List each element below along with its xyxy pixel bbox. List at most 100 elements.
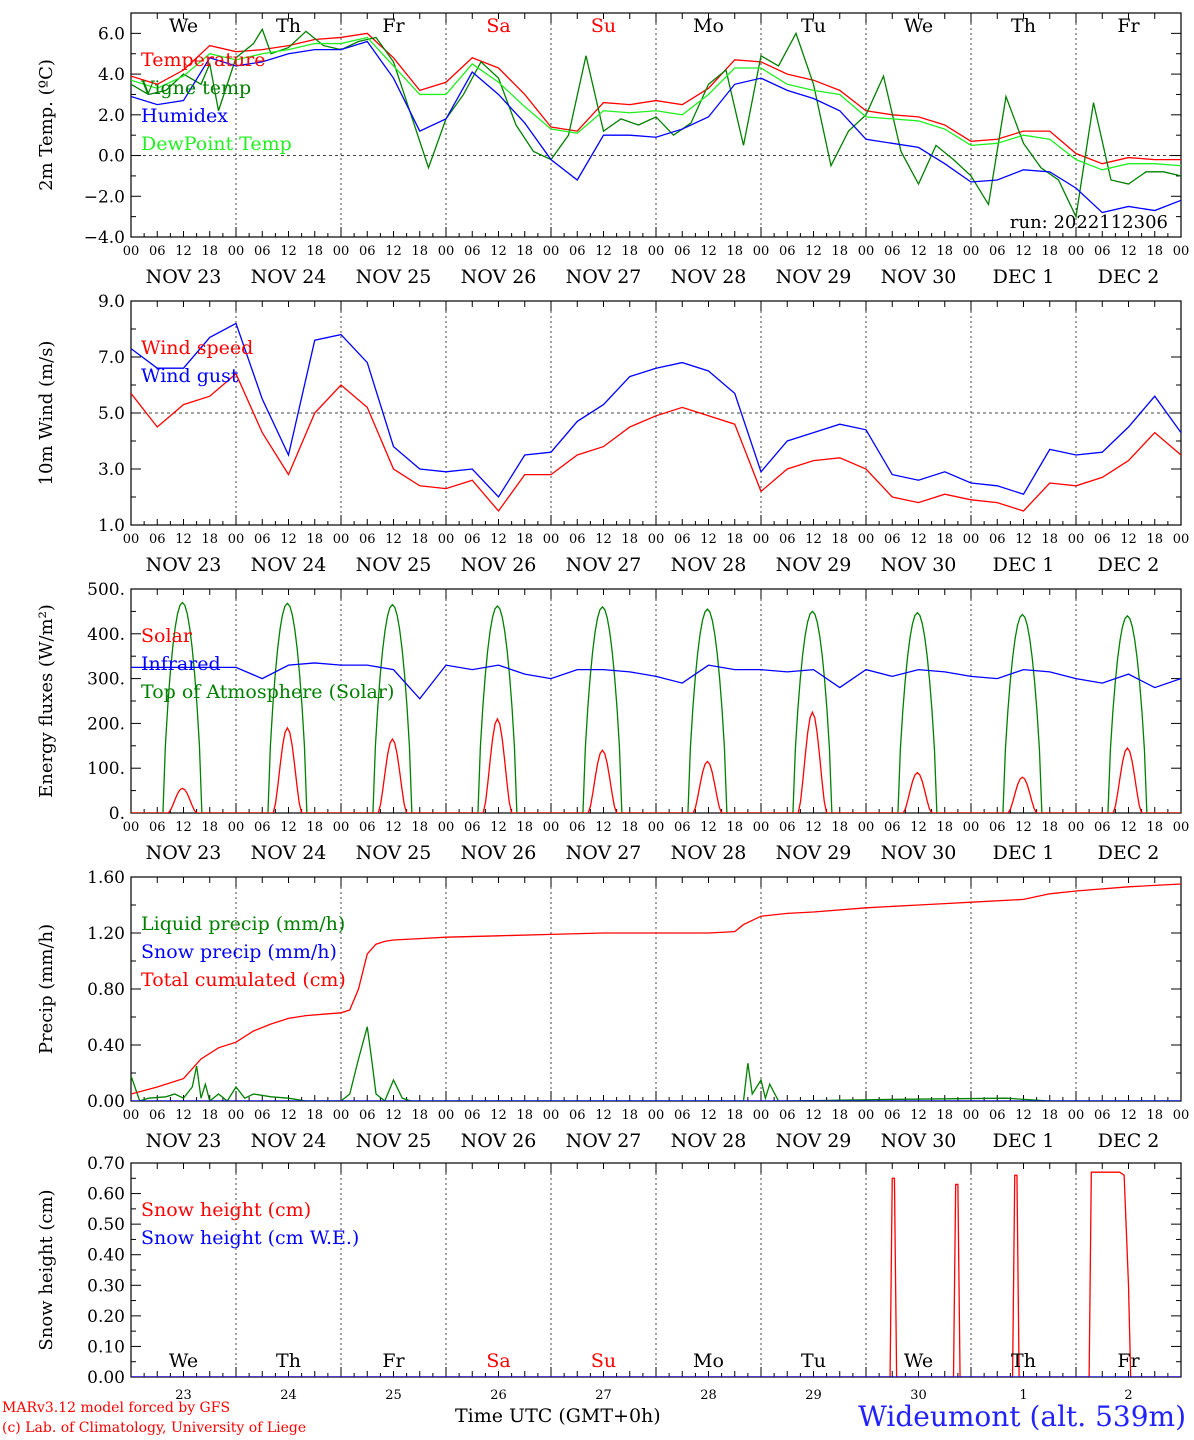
date-label: NOV 27 — [566, 554, 642, 576]
series-wind-gust — [131, 322, 1181, 499]
hour-tick-label: 12 — [385, 1108, 402, 1123]
legend-entry: Total cumulated (cm) — [141, 969, 346, 991]
hour-tick-label: 18 — [411, 820, 428, 835]
date-label: NOV 24 — [251, 554, 327, 576]
panel-3 — [130, 588, 1182, 814]
weekday-label: Su — [591, 15, 616, 37]
y-tick-label: 0.80 — [87, 980, 125, 1000]
hour-tick-label: 00 — [648, 1108, 665, 1123]
hour-tick-label: 00 — [648, 532, 665, 547]
station-name: Wideumont (alt. 539m) — [858, 1400, 1186, 1433]
day-number-label: 1 — [1019, 1388, 1027, 1400]
hour-tick-label: 18 — [306, 1108, 323, 1123]
weekday-label: Su — [591, 1350, 616, 1372]
weekday-label: We — [904, 1350, 933, 1372]
hour-tick-label: 00 — [1173, 820, 1190, 835]
legend-entry: Temperature — [141, 49, 265, 71]
hour-tick-label: 18 — [726, 244, 743, 259]
day-number-label: 24 — [280, 1388, 297, 1400]
hour-tick-label: 06 — [464, 820, 481, 835]
hour-tick-label: 06 — [989, 1108, 1006, 1123]
series-wind-speed — [131, 372, 1181, 513]
hour-tick-label: 12 — [1120, 820, 1137, 835]
hour-tick-label: 18 — [831, 820, 848, 835]
run-label: run: 2022112306 — [1010, 212, 1168, 233]
series-temperature — [131, 32, 1181, 165]
day-number-label: 30 — [910, 1388, 927, 1400]
hour-tick-label: 00 — [858, 820, 875, 835]
meteogram: 00 06 12 18 00 06 12 18 00 06 12 18 00 06 12 18 00 06 12 18… — [36, 12, 1190, 1400]
weekday-label: Fr — [382, 15, 405, 37]
hour-tick-label: 18 — [516, 244, 533, 259]
series-snow-height-cm- — [131, 1171, 1181, 1377]
hour-tick-label: 00 — [1068, 244, 1085, 259]
hour-tick-label: 06 — [149, 820, 166, 835]
hour-tick-label: 00 — [753, 820, 770, 835]
hour-tick-label: 12 — [910, 244, 927, 259]
hour-tick-label: 18 — [201, 820, 218, 835]
hour-tick-label: 06 — [149, 244, 166, 259]
hour-tick-label: 06 — [779, 244, 796, 259]
day-number-label: 28 — [700, 1388, 717, 1400]
hour-tick-label: 06 — [464, 532, 481, 547]
hour-tick-label: 00 — [963, 820, 980, 835]
date-label: NOV 24 — [251, 842, 327, 864]
hour-tick-label: 00 — [123, 820, 140, 835]
y-tick-label: 0.70 — [87, 1154, 125, 1174]
weekday-label: Th — [1011, 1350, 1036, 1372]
hour-tick-label: 12 — [1015, 244, 1032, 259]
hour-tick-label: 00 — [438, 532, 455, 547]
hour-tick-label: 00 — [333, 1108, 350, 1123]
y-tick-label: 1.20 — [87, 924, 125, 944]
hour-tick-label: 18 — [726, 820, 743, 835]
y-tick-label: 2.0 — [98, 106, 125, 126]
hour-tick-label: 06 — [254, 820, 271, 835]
hour-tick-label: 12 — [595, 820, 612, 835]
legend-entry: Wind speed — [141, 337, 253, 359]
date-label: NOV 25 — [356, 842, 432, 864]
hour-tick-label: 18 — [306, 820, 323, 835]
hour-tick-label: 06 — [1094, 1108, 1111, 1123]
date-label: NOV 28 — [671, 1130, 747, 1152]
date-label: DEC 1 — [993, 266, 1055, 288]
hour-tick-label: 18 — [621, 1108, 638, 1123]
hour-tick-label: 12 — [1120, 532, 1137, 547]
hour-tick-label: 12 — [700, 244, 717, 259]
hour-tick-label: 12 — [385, 244, 402, 259]
hour-tick-label: 00 — [753, 1108, 770, 1123]
legend-entry: Infrared — [141, 653, 221, 675]
weekday-label: Tu — [801, 15, 826, 37]
weekday-label: Th — [1011, 15, 1036, 37]
hour-tick-label: 12 — [490, 532, 507, 547]
legend-entry: Snow height (cm W.E.) — [141, 1227, 359, 1249]
y-tick-label: 300. — [87, 670, 125, 690]
hour-tick-label: 12 — [595, 1108, 612, 1123]
hour-tick-label: 18 — [411, 532, 428, 547]
weekday-label: Th — [276, 15, 301, 37]
date-label: NOV 27 — [566, 1130, 642, 1152]
series-humidex — [131, 40, 1181, 214]
date-label: DEC 2 — [1098, 266, 1160, 288]
hour-tick-label: 18 — [1041, 532, 1058, 547]
date-label: NOV 28 — [671, 842, 747, 864]
hour-tick-label: 18 — [411, 1108, 428, 1123]
hour-tick-label: 18 — [201, 1108, 218, 1123]
hour-tick-label: 00 — [228, 244, 245, 259]
hour-tick-label: 06 — [674, 532, 691, 547]
hour-tick-label: 06 — [254, 1108, 271, 1123]
panel-1 — [130, 12, 1182, 238]
hour-tick-label: 00 — [963, 1108, 980, 1123]
hour-tick-label: 18 — [1146, 244, 1163, 259]
y-tick-label: 7.0 — [98, 348, 125, 368]
hour-tick-label: 12 — [175, 820, 192, 835]
date-label: NOV 23 — [146, 266, 222, 288]
date-label: NOV 25 — [356, 1130, 432, 1152]
series-dewpoint-temp — [131, 36, 1181, 171]
weekday-label: We — [904, 15, 933, 37]
hour-tick-label: 18 — [831, 532, 848, 547]
legend-entry: Snow precip (mm/h) — [141, 941, 337, 963]
hour-tick-label: 00 — [228, 820, 245, 835]
hour-tick-label: 12 — [700, 820, 717, 835]
panel-5 — [130, 1162, 1182, 1378]
hour-tick-label: 18 — [516, 820, 533, 835]
